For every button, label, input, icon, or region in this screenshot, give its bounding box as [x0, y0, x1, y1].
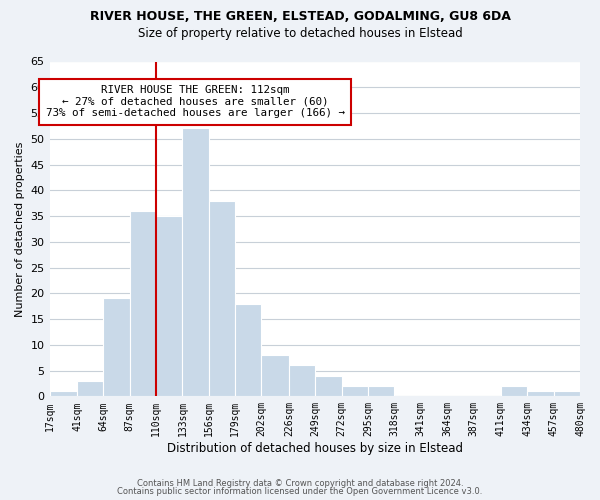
- Bar: [501, 386, 527, 396]
- Bar: [368, 386, 394, 396]
- Text: RIVER HOUSE, THE GREEN, ELSTEAD, GODALMING, GU8 6DA: RIVER HOUSE, THE GREEN, ELSTEAD, GODALMI…: [89, 10, 511, 23]
- Text: Size of property relative to detached houses in Elstead: Size of property relative to detached ho…: [137, 28, 463, 40]
- X-axis label: Distribution of detached houses by size in Elstead: Distribution of detached houses by size …: [167, 442, 463, 455]
- Bar: [341, 386, 368, 396]
- Bar: [50, 391, 77, 396]
- Bar: [527, 391, 554, 396]
- Bar: [262, 355, 289, 397]
- Text: RIVER HOUSE THE GREEN: 112sqm
← 27% of detached houses are smaller (60)
73% of s: RIVER HOUSE THE GREEN: 112sqm ← 27% of d…: [46, 85, 345, 118]
- Text: Contains HM Land Registry data © Crown copyright and database right 2024.: Contains HM Land Registry data © Crown c…: [137, 478, 463, 488]
- Bar: [289, 366, 316, 396]
- Text: Contains public sector information licensed under the Open Government Licence v3: Contains public sector information licen…: [118, 487, 482, 496]
- Bar: [77, 381, 103, 396]
- Bar: [130, 211, 156, 396]
- Bar: [182, 128, 209, 396]
- Bar: [554, 391, 580, 396]
- Bar: [209, 200, 235, 396]
- Y-axis label: Number of detached properties: Number of detached properties: [15, 141, 25, 316]
- Bar: [156, 216, 182, 396]
- Bar: [235, 304, 262, 396]
- Bar: [103, 298, 130, 396]
- Bar: [316, 376, 341, 396]
